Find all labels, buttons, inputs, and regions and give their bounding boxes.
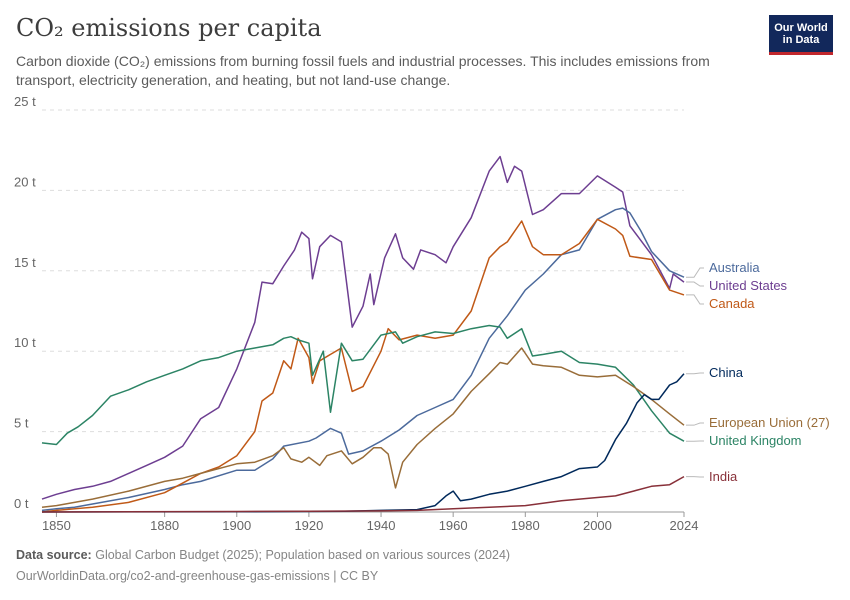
series-line-china[interactable] (41, 373, 685, 513)
chart-subtitle: Carbon dioxide (CO₂) emissions from burn… (16, 53, 710, 88)
data-source: Data source: Global Carbon Budget (2025)… (16, 548, 510, 562)
label-connector (686, 267, 704, 278)
y-tick-label: 15 t (14, 255, 36, 270)
x-tick-label: 1900 (222, 518, 251, 533)
y-tick-label: 25 t (14, 94, 36, 109)
series-line-european-union-27[interactable] (41, 347, 685, 508)
series-labels: United States Australia Canada United Kingd… (686, 260, 830, 484)
series-label-australia[interactable]: Australia (709, 260, 760, 275)
series-label-china[interactable]: China (709, 365, 744, 380)
series-line-united-states[interactable] (41, 155, 685, 500)
series-line-canada[interactable] (41, 218, 685, 513)
data-source-text: Global Carbon Budget (2025); Population … (95, 548, 511, 562)
series-label-india[interactable]: India (709, 469, 738, 484)
logo-line-1: Our World (774, 21, 828, 34)
series-label-canada[interactable]: Canada (709, 296, 755, 311)
x-tick-label: 1880 (150, 518, 179, 533)
y-tick-label: 5 t (14, 416, 29, 431)
x-tick-label: 2000 (583, 518, 612, 533)
x-tick-label: 1960 (439, 518, 468, 533)
source-url[interactable]: OurWorldinData.org/co2-and-greenhouse-ga… (16, 569, 379, 583)
y-tick-label: 0 t (14, 496, 29, 511)
y-tick-label: 20 t (14, 174, 36, 189)
y-axis: 0 t 5 t 10 t 15 t 20 t 25 t (14, 94, 36, 511)
series-line-india[interactable] (41, 475, 685, 513)
chart-title: CO₂ emissions per capita (16, 14, 322, 42)
series-label-united-states[interactable]: United States (709, 278, 788, 293)
series-label-european-union-27[interactable]: European Union (27) (709, 415, 830, 430)
series-label-united-kingdom[interactable]: United Kingdom (709, 433, 802, 448)
owid-logo[interactable]: Our World in Data (769, 15, 833, 55)
x-tick-label: 1850 (42, 518, 71, 533)
label-connector (686, 294, 704, 305)
x-tick-label: 1980 (511, 518, 540, 533)
logo-line-2: in Data (782, 33, 820, 46)
x-tick-label: 1920 (294, 518, 323, 533)
label-connector (686, 281, 704, 287)
x-axis: 1850 1880 1900 1920 1940 1960 1980 2000 2024 (42, 512, 698, 533)
label-connector (686, 372, 704, 375)
series-lines (41, 155, 685, 513)
y-tick-label: 10 t (14, 335, 36, 350)
data-source-label: Data source: (16, 548, 92, 562)
series-line-australia[interactable] (41, 207, 685, 512)
series-line-united-kingdom[interactable] (41, 324, 685, 446)
grid-lines (42, 109, 684, 513)
x-tick-label: 2024 (670, 518, 699, 533)
label-connector (686, 422, 704, 426)
x-tick-label: 1940 (367, 518, 396, 533)
